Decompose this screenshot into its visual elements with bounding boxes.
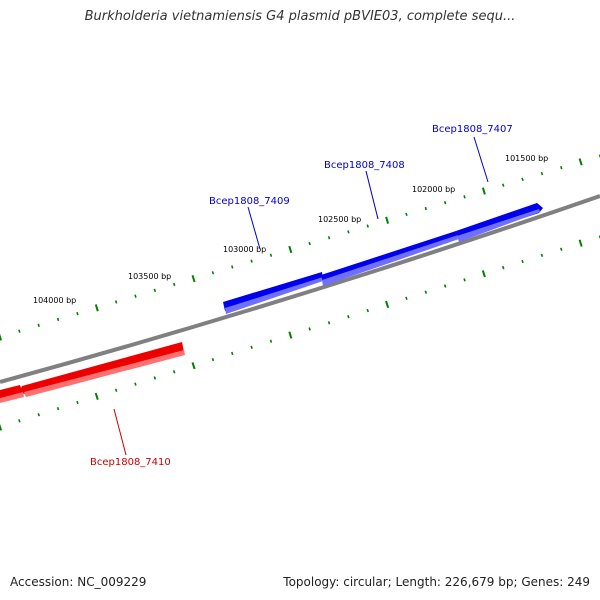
forward-tick-mark (191, 275, 196, 283)
reverse-tick-track (0, 235, 600, 431)
reverse-tick-mark (76, 400, 79, 405)
forward-tick-mark (481, 187, 486, 195)
tick-label-103000: 103000 bp (223, 245, 266, 254)
reverse-tick-mark (37, 413, 40, 417)
forward-tick-mark (366, 224, 369, 228)
forward-tick-mark (211, 271, 215, 275)
reverse-tick-mark (578, 239, 583, 247)
forward-tick-mark (560, 165, 563, 170)
reverse-tick-mark (521, 259, 524, 264)
reverse-tick-mark (191, 362, 196, 370)
forward-tick-mark (173, 282, 176, 287)
forward-tick-mark (76, 311, 79, 316)
plasmid-backbone (0, 194, 600, 384)
reverse-tick-mark (560, 247, 563, 251)
forward-tick-mark (56, 317, 60, 322)
forward-tick-mark (153, 288, 157, 292)
reverse-tick-mark (347, 314, 350, 319)
reverse-tick-mark (481, 270, 486, 278)
reverse-tick-mark (443, 284, 447, 288)
gene-label-7408[interactable]: Bcep1808_7408 (324, 160, 405, 171)
reverse-tick-mark (18, 419, 21, 423)
reverse-tick-mark (463, 278, 466, 282)
tick-label-101500: 101500 bp (505, 154, 548, 163)
reverse-tick-mark (502, 265, 505, 270)
forward-tick-mark (347, 230, 350, 234)
gene-bcep1808-7408[interactable] (321, 231, 459, 286)
reverse-tick-mark (172, 370, 176, 374)
forward-tick-mark (269, 253, 273, 257)
reverse-tick-mark (0, 423, 3, 431)
forward-tick-mark (134, 294, 137, 298)
reverse-tick-mark (385, 300, 390, 309)
reverse-tick-mark (308, 327, 311, 331)
gene-bcep1808-7407[interactable] (456, 203, 543, 242)
gene-bcep1808-7410-fragment[interactable] (0, 385, 24, 403)
forward-tick-mark (18, 329, 21, 333)
reverse-tick-mark (540, 253, 544, 258)
reverse-tick-mark (94, 392, 99, 400)
summary-text: Topology: circular; Length: 226,679 bp; … (283, 575, 590, 589)
reverse-tick-mark (424, 290, 428, 294)
reverse-tick-mark (231, 351, 234, 356)
gene-bcep1808-7409[interactable] (223, 272, 323, 314)
leader-line-7407 (473, 136, 489, 183)
tick-label-103500: 103500 bp (128, 272, 171, 281)
tick-label-102000: 102000 bp (412, 185, 455, 194)
reverse-tick-mark (153, 376, 157, 380)
forward-tick-track (0, 154, 600, 341)
forward-tick-mark (327, 236, 331, 240)
reverse-tick-mark (327, 321, 331, 325)
reverse-tick-mark (269, 339, 273, 343)
forward-tick-mark (405, 212, 408, 217)
reverse-tick-mark (56, 406, 60, 411)
forward-tick-mark (288, 245, 293, 254)
forward-tick-mark (521, 177, 524, 182)
reverse-tick-mark (211, 357, 215, 362)
leader-line-7408 (365, 170, 379, 220)
reverse-tick-mark (366, 308, 369, 313)
reverse-tick-mark (288, 331, 293, 339)
map-title: Burkholderia vietnamiensis G4 plasmid pB… (84, 9, 516, 24)
gene-label-7410[interactable]: Bcep1808_7410 (90, 457, 171, 468)
leader-line-7410 (113, 408, 127, 456)
gene-label-7409[interactable]: Bcep1808_7409 (209, 196, 290, 207)
leader-line-7409 (247, 206, 261, 250)
reverse-tick-mark (114, 388, 118, 392)
forward-tick-mark (540, 171, 544, 176)
forward-tick-mark (231, 265, 234, 269)
forward-tick-mark (578, 158, 583, 166)
reverse-tick-mark (405, 296, 408, 300)
forward-tick-mark (114, 300, 118, 304)
forward-tick-mark (0, 333, 2, 341)
forward-tick-mark (94, 304, 99, 312)
forward-tick-mark (502, 183, 505, 187)
tick-label-102500: 102500 bp (318, 215, 361, 224)
accession-text: Accession: NC_009229 (10, 575, 147, 589)
forward-tick-mark (443, 201, 447, 205)
gene-label-7407[interactable]: Bcep1808_7407 (432, 124, 513, 135)
forward-tick-mark (385, 216, 390, 224)
forward-tick-mark (308, 241, 311, 246)
forward-tick-mark (250, 259, 253, 263)
forward-tick-mark (37, 323, 40, 328)
tick-label-104000: 104000 bp (33, 296, 76, 305)
forward-tick-mark (424, 206, 427, 211)
reverse-tick-mark (250, 345, 253, 350)
reverse-tick-mark (134, 382, 137, 386)
gene-bcep1808-7410[interactable] (20, 342, 185, 397)
forward-tick-mark (463, 195, 466, 199)
